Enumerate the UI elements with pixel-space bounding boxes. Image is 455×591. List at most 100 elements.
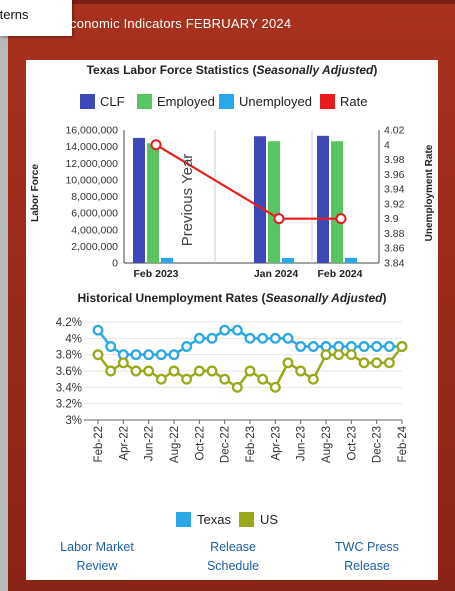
series-point-us [282, 357, 294, 369]
bar-clf-0 [133, 137, 145, 263]
rate-point-2 [335, 213, 347, 225]
series-point-us [295, 365, 307, 377]
chart1-y-tick: 8,000,000 [71, 191, 118, 203]
chart2-y-tick: 4% [65, 333, 82, 345]
series-point-texas [231, 324, 243, 336]
series-point-texas [269, 332, 281, 344]
widget-title: conomic Indicators FEBRUARY 2024 [70, 16, 292, 31]
link-twc-press-release[interactable]: TWC Press Release [335, 540, 399, 573]
series-point-texas [130, 349, 142, 361]
chart2-y-tick: 3.6% [56, 366, 82, 378]
legend-swatch-clf [80, 94, 95, 109]
series-point-us [307, 373, 319, 385]
chart2-legend: Texas US [176, 512, 278, 527]
series-point-us [358, 357, 370, 369]
series-point-us [143, 365, 155, 377]
series-point-texas [383, 341, 395, 352]
chart1-y-tick: 6,000,000 [71, 208, 118, 220]
chart2-x-tick: Aug-22 [169, 426, 181, 463]
chart1-y-tick: 0 [112, 258, 118, 270]
chart1-legend: CLF Employed Unemployed Rate [80, 94, 367, 109]
series-point-us [105, 365, 117, 377]
link-labor-market-review[interactable]: Labor Market Review [60, 540, 134, 573]
legend-label-us: US [260, 512, 278, 527]
hover-tooltip: tterns [0, 0, 72, 36]
series-point-us [371, 357, 383, 369]
chart2-axes: 4.2% 4% 3.8% 3.6% 3.4% 3.2% 3% Feb-22 Apr-22 Jun-… [56, 317, 409, 463]
chart1-y-tick: 4,000,000 [71, 224, 118, 236]
series-point-us [181, 373, 193, 385]
chart2-y-tick: 3.4% [56, 382, 82, 394]
bar-unemployed-2 [345, 257, 357, 263]
bar-clf-1 [254, 136, 266, 263]
chart1-y-axis-label: Labor Force [30, 164, 41, 222]
series-point-texas [143, 349, 155, 361]
series-point-texas [92, 324, 104, 336]
series-point-us [396, 341, 408, 352]
bar-employed-1 [268, 141, 280, 263]
chart1-y-tick: 14,000,000 [65, 141, 118, 153]
legend-label-unemployed: Unemployed [239, 94, 312, 109]
series-point-us [117, 357, 129, 369]
series-point-us [257, 373, 269, 385]
series-point-us [168, 365, 180, 377]
chart1-y-tick: 2,000,000 [71, 241, 118, 253]
chart2-x-tick: Apr-22 [118, 426, 130, 461]
series-point-texas [219, 324, 231, 336]
historical-unemployment-chart: Historical Unemployment Rates (Seasonall… [56, 291, 409, 527]
rate-point-1 [273, 213, 285, 225]
chart1-y2-tick: 3.86 [384, 243, 405, 255]
link-release-schedule[interactable]: Release Schedule [206, 540, 260, 573]
series-point-texas [295, 341, 307, 352]
chart2-x-tick: Aug-23 [321, 426, 333, 463]
legend-swatch-us [239, 512, 254, 527]
chart2-x-tick: Dec-22 [220, 426, 232, 463]
series-point-us [92, 349, 104, 361]
series-point-texas [206, 332, 218, 344]
chart1-y2-axis-label: Unemployment Rate [424, 144, 435, 241]
chart1-y2-tick: 3.88 [384, 228, 405, 240]
bar-clf-2 [317, 135, 329, 263]
chart2-x-tick: Feb-24 [397, 425, 409, 462]
legend-label-clf: CLF [100, 94, 125, 109]
legend-swatch-unemployed [219, 94, 234, 109]
chart1-y2-tick: 3.92 [384, 198, 405, 210]
chart-panel: Texas Labor Force Statistics (Seasonally… [26, 60, 438, 580]
chart1-x-tick: Feb 2023 [134, 268, 179, 280]
chart1-y2-tick: 3.9 [384, 213, 399, 225]
bar-employed-2 [331, 141, 343, 263]
series-point-texas [168, 349, 180, 361]
series-point-us [345, 349, 357, 361]
series-point-texas [193, 332, 205, 344]
series-point-texas [181, 341, 193, 352]
chart2-title: Historical Unemployment Rates (Seasonall… [78, 291, 387, 305]
chart1-axes: 0 2,000,000 4,000,000 6,000,000 8,000,000 10,… [65, 125, 404, 281]
series-point-us [383, 357, 395, 369]
legend-swatch-rate [320, 94, 335, 109]
legend-label-texas: Texas [197, 512, 231, 527]
series-point-us [231, 381, 243, 393]
chart1-rate-line [150, 139, 347, 225]
chart1-y2-tick: 3.94 [384, 184, 405, 196]
chart1-annotation: Previous Year [179, 154, 196, 247]
legend-swatch-texas [176, 512, 191, 527]
footer-links: Labor Market Review Release Schedule TWC P… [26, 538, 438, 578]
chart2-x-tick: Feb-22 [93, 426, 105, 462]
chart2-x-tick: Jun-23 [296, 426, 308, 461]
series-point-us [320, 349, 332, 361]
labor-force-chart: Texas Labor Force Statistics (Seasonally… [30, 63, 435, 281]
series-point-us [155, 373, 167, 385]
series-point-texas [105, 341, 117, 352]
rate-point-0 [150, 139, 162, 151]
chart2-x-tick: Apr-23 [270, 426, 282, 461]
chart1-y2-tick: 3.84 [384, 258, 405, 270]
series-point-us [219, 373, 231, 385]
bar-unemployed-1 [282, 258, 294, 263]
chart1-y-tick: 10,000,000 [65, 174, 118, 186]
chart1-x-tick: Feb 2024 [318, 268, 363, 280]
chart2-y-tick: 3% [65, 415, 82, 427]
series-point-texas [155, 349, 167, 361]
legend-swatch-employed [137, 94, 152, 109]
chart1-y2-tick: 3.98 [384, 154, 405, 166]
chart2-x-tick: Jun-22 [144, 426, 156, 461]
